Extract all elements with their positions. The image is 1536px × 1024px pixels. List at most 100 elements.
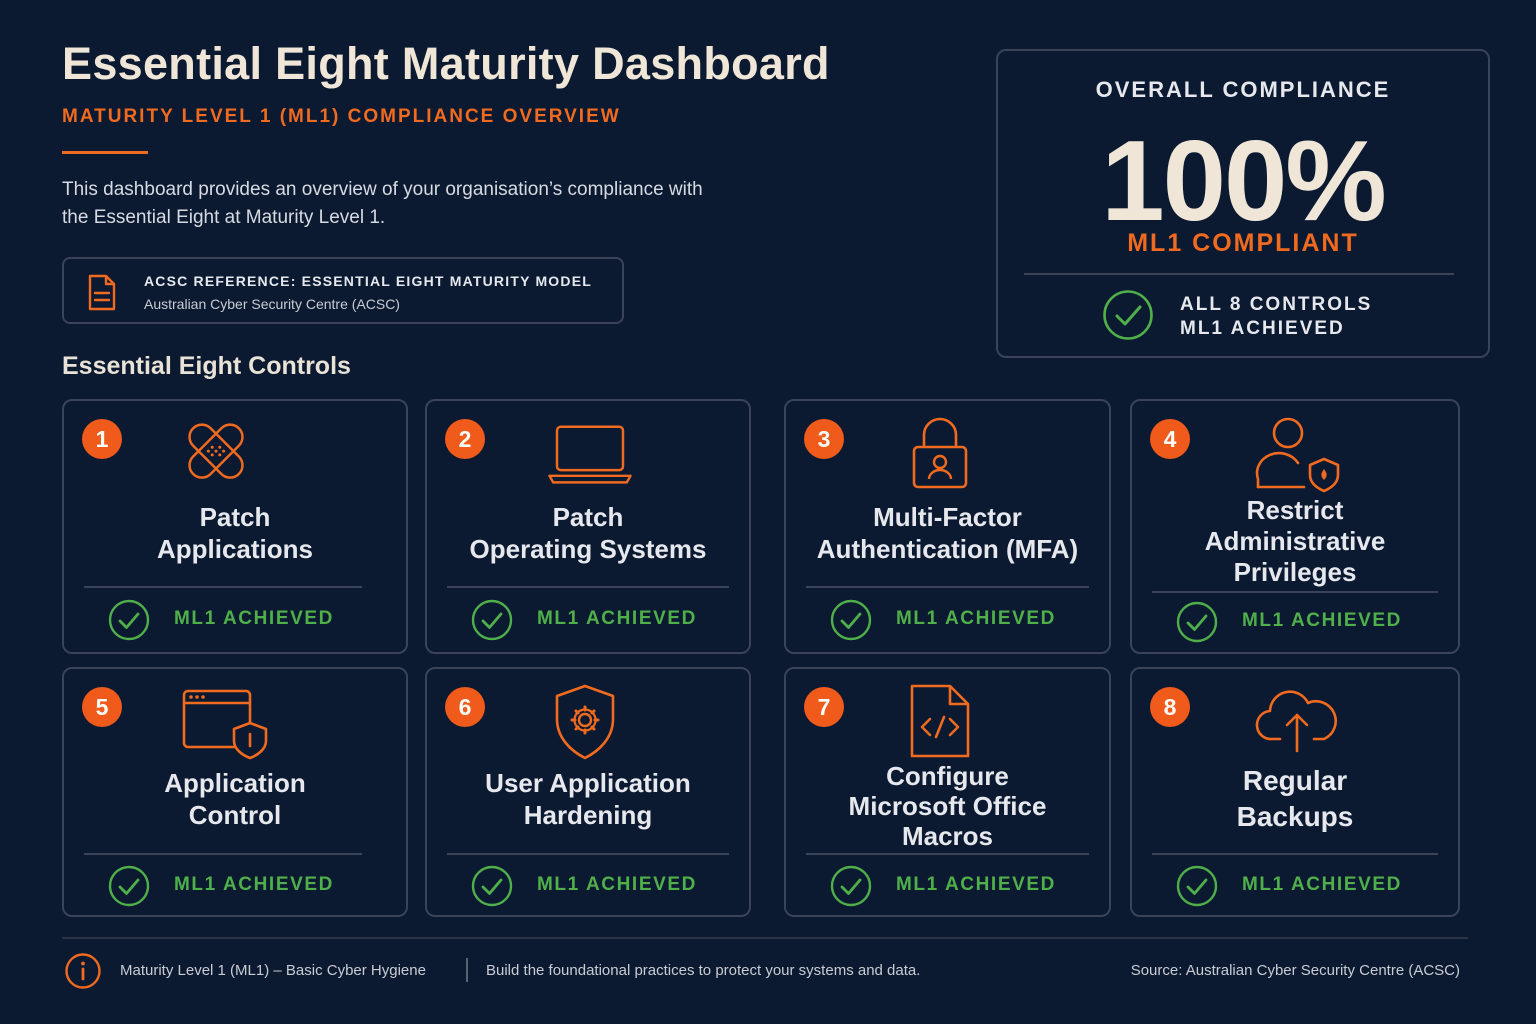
footer-separator [466, 958, 468, 982]
page-description: This dashboard provides an overview of y… [62, 179, 703, 228]
control-title-line2: Authentication (MFA) [816, 534, 1079, 564]
control-title-line1: Restrict [1246, 495, 1344, 525]
bandage-icon [188, 423, 244, 479]
control-card-application-control[interactable]: 5 Application Control ML1 ACHIEVED [62, 667, 408, 917]
control-number-badge: 8 [1150, 687, 1190, 727]
check-circle-icon [1176, 601, 1218, 643]
control-status-label: ML1 ACHIEVED [896, 608, 1056, 629]
control-title: Patch Applications [74, 501, 396, 565]
control-title: Regular Backups [1142, 763, 1448, 835]
check-circle-icon [471, 865, 513, 907]
overall-label: OVERALL COMPLIANCE [1095, 77, 1391, 102]
control-card-user-application-hardening[interactable]: 6 User Application Hardening ML1 ACHIEVE… [425, 667, 751, 917]
check-circle-icon [108, 865, 150, 907]
control-status: ML1 ACHIEVED [1176, 601, 1448, 643]
page-title: Essential Eight Maturity Dashboard [62, 38, 830, 89]
control-title-line3: Macros [901, 821, 994, 851]
control-number-badge: 3 [804, 419, 844, 459]
shield-gear-icon [555, 684, 615, 760]
control-status: ML1 ACHIEVED [471, 865, 739, 907]
overall-note-line2: ML1 ACHIEVED [1180, 318, 1345, 339]
control-title-line1: Regular [1242, 765, 1348, 796]
footer-source: Source: Australian Cyber Security Centre… [1130, 962, 1460, 979]
footer-divider [62, 937, 1468, 939]
cloud-upload-icon [1255, 690, 1337, 753]
control-number-badge: 2 [445, 419, 485, 459]
control-status-label: ML1 ACHIEVED [174, 608, 334, 629]
footer-maturity-note: Maturity Level 1 (ML1) – Basic Cyber Hyg… [120, 962, 426, 979]
control-status-label: ML1 ACHIEVED [896, 874, 1056, 895]
control-card-patch-operating-systems[interactable]: 2 Patch Operating Systems ML1 ACHIEVED [425, 399, 751, 654]
padlock-user-icon [912, 417, 968, 489]
control-title: Application Control [74, 767, 396, 831]
control-number-badge: 6 [445, 687, 485, 727]
control-title-line2: Backups [1236, 801, 1354, 832]
control-title: Patch Operating Systems [437, 501, 739, 565]
control-title-line2: Applications [156, 534, 313, 564]
card-divider [806, 586, 1089, 588]
control-title-line2: Administrative [1204, 526, 1386, 556]
card-divider [1152, 853, 1438, 855]
window-shield-icon [182, 689, 268, 760]
control-title-line2: Operating Systems [469, 534, 707, 564]
control-status-label: ML1 ACHIEVED [537, 608, 697, 629]
laptop-icon [548, 425, 632, 484]
controls-heading: Essential Eight Controls [62, 352, 351, 380]
control-number-badge: 1 [82, 419, 122, 459]
check-circle-icon [108, 599, 150, 641]
control-number-badge: 7 [804, 687, 844, 727]
control-title-line2: Hardening [523, 800, 653, 830]
overall-note-line1: ALL 8 CONTROLS [1180, 294, 1373, 315]
info-icon [65, 953, 101, 989]
card-divider [1152, 591, 1438, 593]
control-title-line1: Configure [886, 761, 1009, 791]
overall-note: ALL 8 CONTROLS ML1 ACHIEVED [1102, 289, 1402, 341]
control-title-line2: Microsoft Office [848, 791, 1047, 821]
control-title-line1: Patch [199, 502, 271, 532]
control-status-label: ML1 ACHIEVED [1242, 610, 1402, 631]
control-title-line1: Multi-Factor [873, 502, 1022, 532]
check-circle-icon [471, 599, 513, 641]
control-status: ML1 ACHIEVED [108, 865, 396, 907]
page-subtitle: MATURITY LEVEL 1 (ML1) COMPLIANCE OVERVI… [62, 106, 621, 127]
control-number-badge: 4 [1150, 419, 1190, 459]
reference-box[interactable]: ACSC REFERENCE: ESSENTIAL EIGHT MATURITY… [62, 257, 624, 324]
control-title: User Application Hardening [437, 767, 739, 831]
control-card-mfa[interactable]: 3 Multi-Factor Authentication (MFA) ML1 … [784, 399, 1111, 654]
reference-subtitle: Australian Cyber Security Centre (ACSC) [144, 296, 400, 312]
control-title-line1: Patch [552, 502, 624, 532]
control-status: ML1 ACHIEVED [108, 599, 396, 641]
overall-value: 100% [1101, 118, 1387, 245]
accent-divider [62, 151, 148, 154]
control-number-badge: 5 [82, 687, 122, 727]
overall-status: ML1 COMPLIANT [1127, 229, 1359, 257]
card-divider [84, 586, 362, 588]
control-card-configure-office-macros[interactable]: 7 Configure Microsoft Office Macros ML1 … [784, 667, 1111, 917]
control-title-line3: Privileges [1233, 557, 1357, 587]
check-circle-icon [830, 599, 872, 641]
control-card-patch-applications[interactable]: 1 Patch Applications ML1 ACHIEVED [62, 399, 408, 654]
control-title-line1: User Application [485, 768, 691, 798]
overall-compliance-panel: OVERALL COMPLIANCE 100% ML1 COMPLIANT AL… [996, 49, 1490, 358]
card-divider [447, 853, 729, 855]
control-status-label: ML1 ACHIEVED [537, 874, 697, 895]
control-status: ML1 ACHIEVED [830, 599, 1099, 641]
code-file-icon [910, 684, 970, 758]
control-status-label: ML1 ACHIEVED [174, 874, 334, 895]
control-title: Configure Microsoft Office Macros [796, 761, 1099, 851]
control-title: Restrict Administrative Privileges [1142, 495, 1448, 588]
document-icon [88, 274, 116, 311]
footer-message: Build the foundational practices to prot… [486, 962, 921, 979]
card-divider [447, 586, 729, 588]
control-status: ML1 ACHIEVED [830, 865, 1099, 907]
control-title-line2: Control [188, 800, 282, 830]
control-status-label: ML1 ACHIEVED [1242, 874, 1402, 895]
check-circle-icon [1176, 865, 1218, 907]
control-status: ML1 ACHIEVED [1176, 865, 1448, 907]
check-circle-icon [830, 865, 872, 907]
overall-divider [1024, 273, 1454, 275]
control-card-restrict-admin-privileges[interactable]: 4 Restrict Administrative Privileges ML1… [1130, 399, 1460, 654]
control-card-regular-backups[interactable]: 8 Regular Backups ML1 ACHIEVED [1130, 667, 1460, 917]
user-shield-icon [1255, 417, 1340, 493]
card-divider [806, 853, 1089, 855]
